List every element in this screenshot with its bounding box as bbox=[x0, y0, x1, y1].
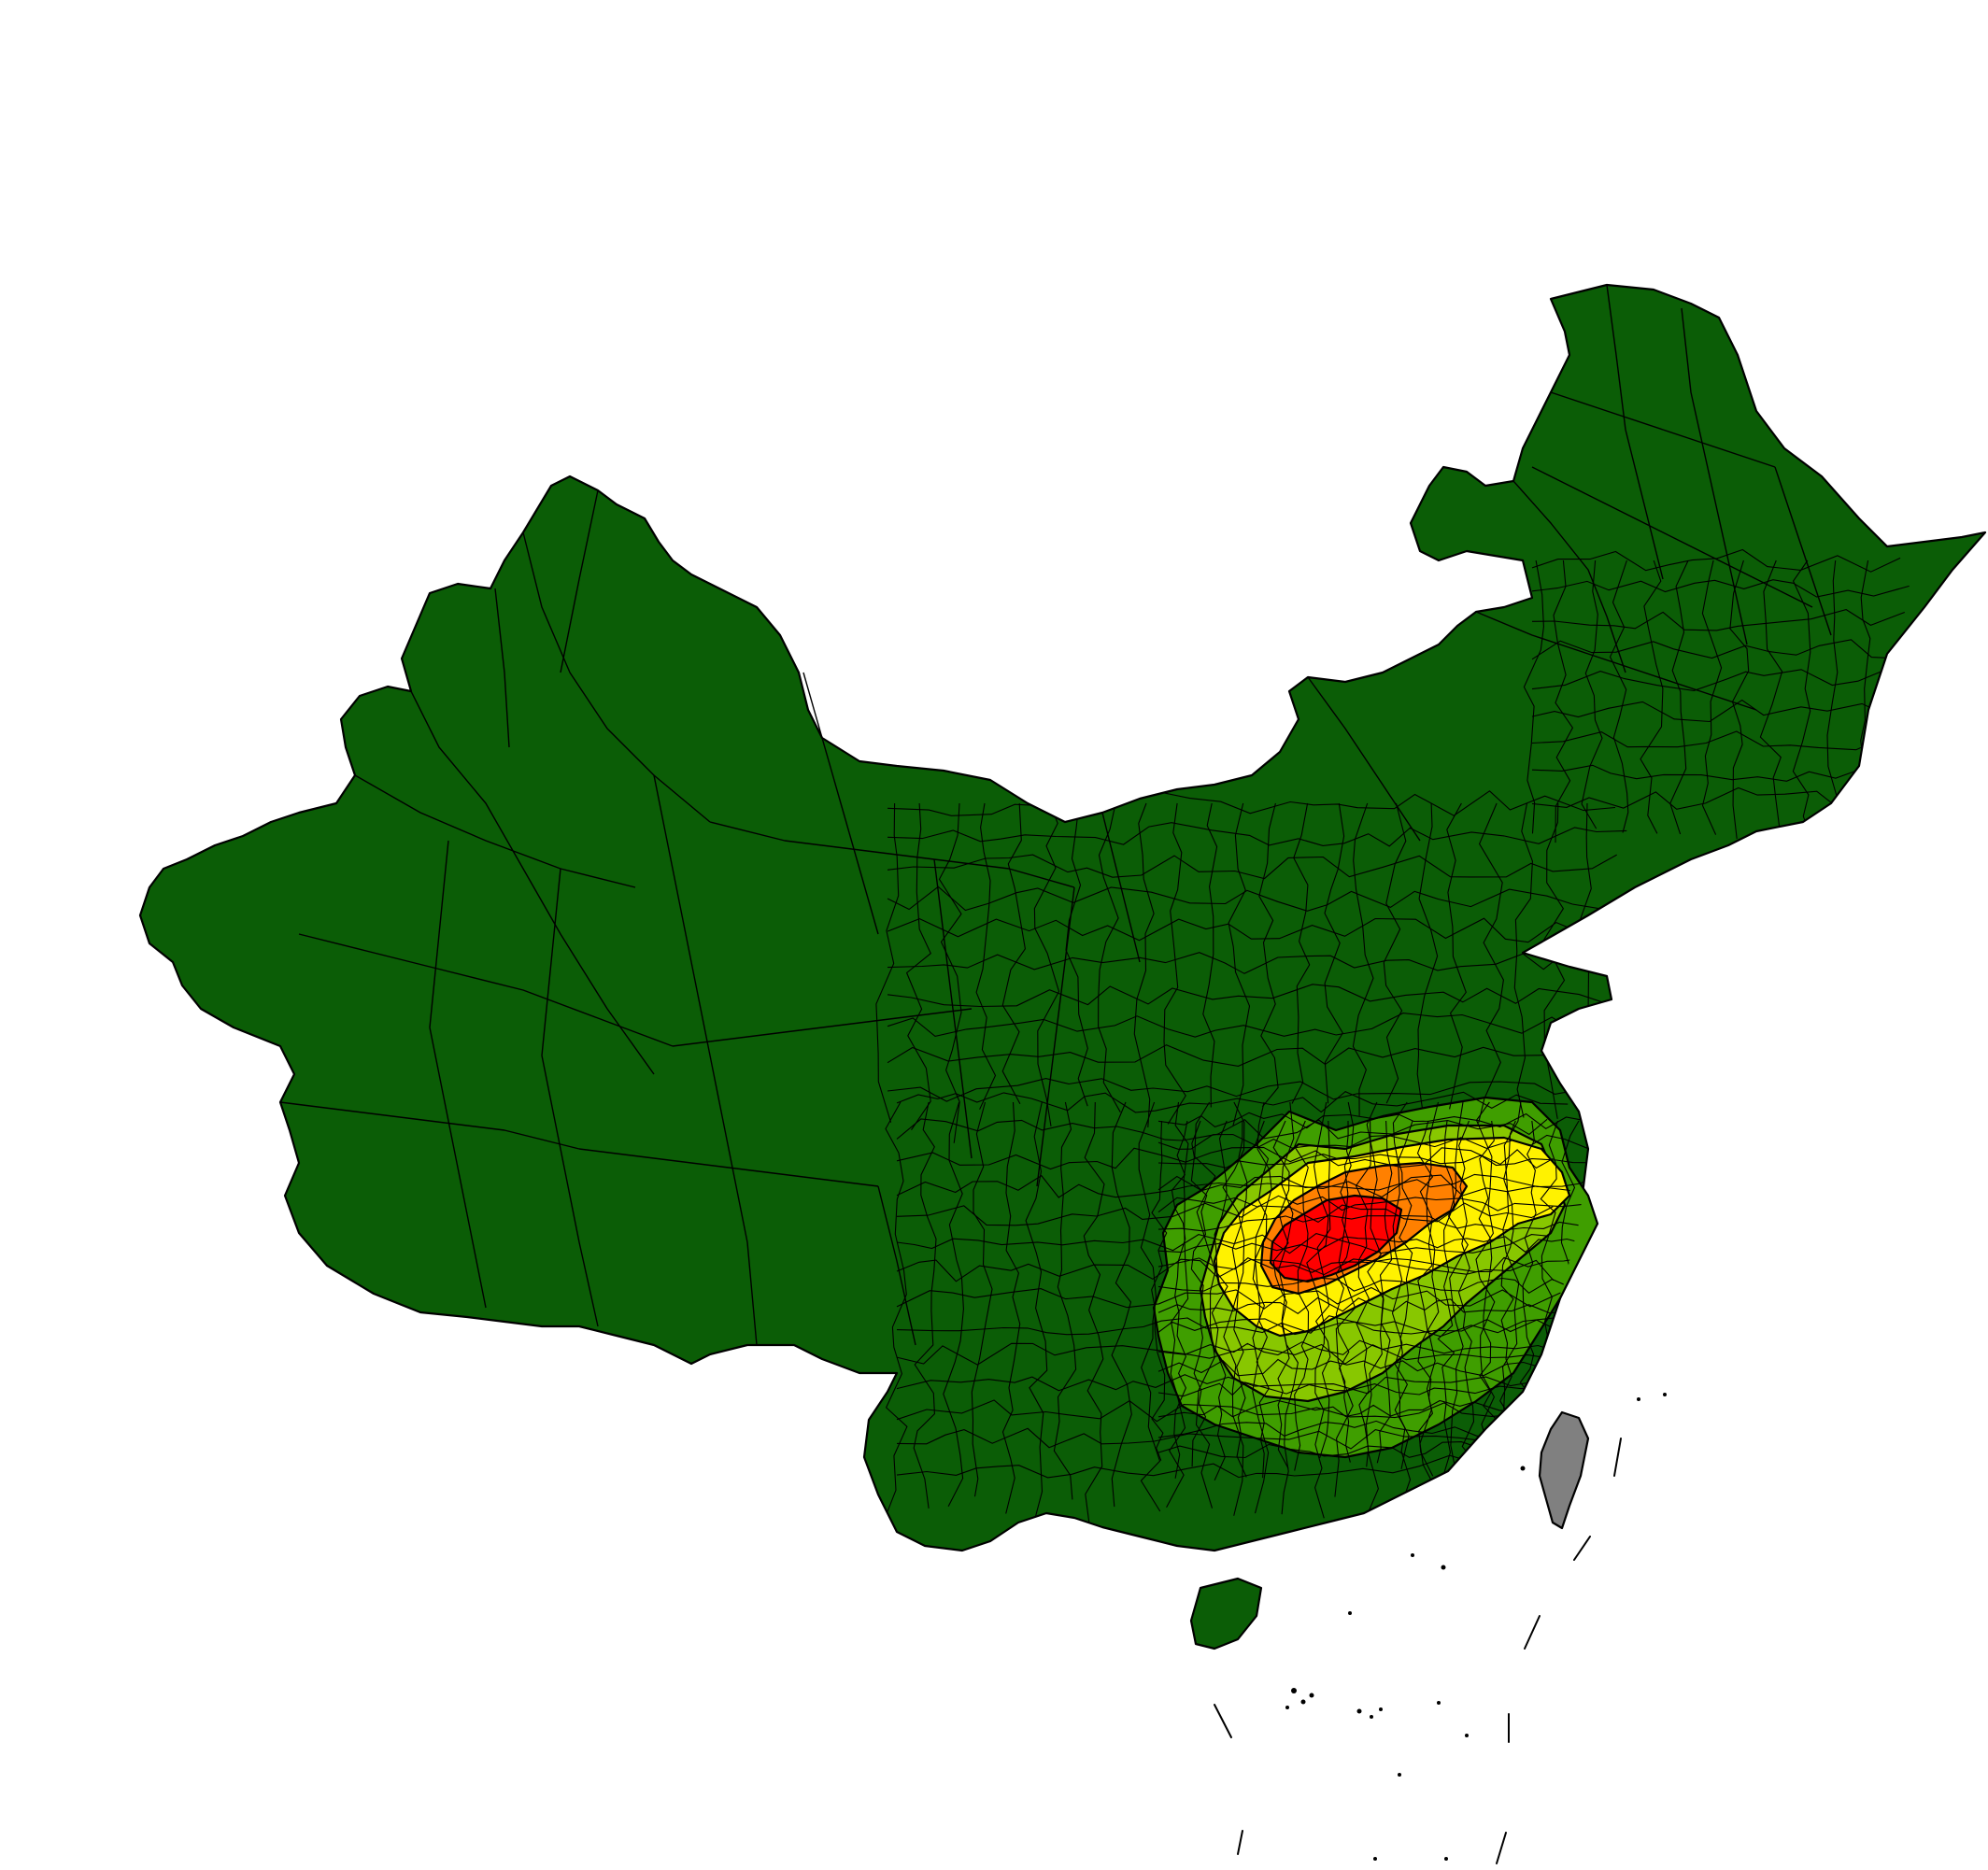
hainan-region bbox=[1189, 1577, 1263, 1650]
mainland-region bbox=[138, 283, 1987, 1552]
no-data-island bbox=[1538, 1410, 1590, 1530]
coastal-marks bbox=[1214, 1393, 1667, 1864]
northeast-region-borders bbox=[1307, 284, 1832, 842]
eastern-region-borders bbox=[875, 548, 1924, 1531]
